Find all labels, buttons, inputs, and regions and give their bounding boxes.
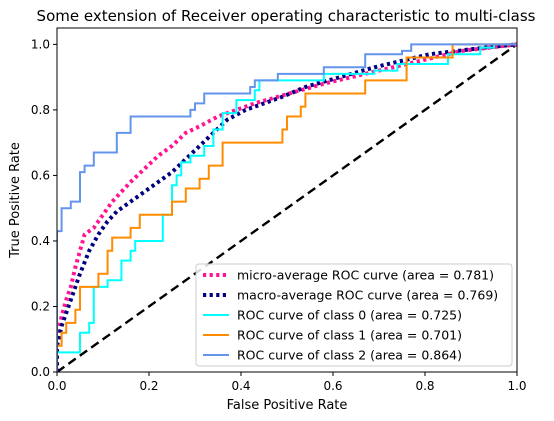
series-line-4 <box>57 43 517 372</box>
axes-frame <box>56 27 518 373</box>
x-tick-label: 1.0 <box>507 379 526 393</box>
chart-title: Some extension of Receiver operating cha… <box>37 7 536 25</box>
legend-box <box>195 263 513 367</box>
x-tick-label: 0.2 <box>139 379 158 393</box>
legend-label-3: ROC curve of class 1 (area = 0.701) <box>237 328 462 343</box>
legend-label-2: ROC curve of class 0 (area = 0.725) <box>237 308 462 323</box>
x-tick-label: 0.8 <box>415 379 434 393</box>
axis-ticks: 0.0 0.2 0.4 0.6 0.8 1.0 0.0 0.2 0.4 0.6 0.8 1.0 <box>31 37 527 393</box>
legend-label-4: ROC curve of class 2 (area = 0.864) <box>237 348 462 363</box>
chance-diagonal-line <box>57 43 517 372</box>
legend-label-1: macro-average ROC curve (area = 0.769) <box>237 288 498 303</box>
y-tick-label: 0.2 <box>31 299 50 313</box>
y-tick-label: 0.0 <box>31 365 50 379</box>
y-axis-label: True Positive Rate <box>8 142 23 259</box>
series-line-2 <box>57 43 517 372</box>
y-tick-label: 0.8 <box>31 103 50 117</box>
plot-area <box>57 42 517 372</box>
x-tick-label: 0.4 <box>231 379 250 393</box>
x-tick-label: 0.6 <box>323 379 342 393</box>
y-tick-label: 1.0 <box>31 37 50 51</box>
x-axis-label: False Positive Rate <box>227 398 348 413</box>
series-line-1 <box>57 42 517 372</box>
y-tick-label: 0.4 <box>31 234 50 248</box>
series-line-3 <box>57 43 517 372</box>
legend: micro-average ROC curve (area = 0.781) ma… <box>195 263 513 367</box>
legend-label-0: micro-average ROC curve (area = 0.781) <box>237 268 494 283</box>
y-tick-label: 0.6 <box>31 168 50 182</box>
x-tick-label: 0.0 <box>47 379 66 393</box>
